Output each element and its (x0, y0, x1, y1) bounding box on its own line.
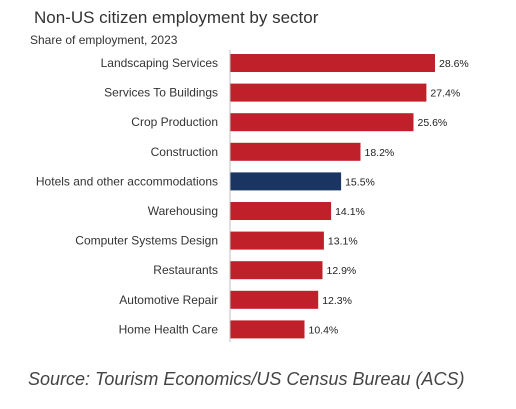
value-label: 10.4% (309, 324, 339, 336)
category-label: Landscaping Services (101, 56, 218, 70)
value-label: 15.5% (345, 176, 375, 188)
bar (230, 231, 324, 250)
value-label: 12.3% (322, 295, 352, 307)
category-label: Crop Production (131, 115, 218, 129)
chart-subtitle: Share of employment, 2023 (30, 33, 178, 47)
category-label: Home Health Care (119, 322, 219, 336)
value-label: 25.6% (418, 117, 448, 129)
category-label: Construction (151, 145, 218, 159)
value-label: 14.1% (335, 206, 365, 218)
category-label: Computer Systems Design (75, 234, 218, 248)
bar (230, 83, 427, 102)
category-label: Restaurants (153, 263, 218, 277)
source-note: Source: Tourism Economics/US Census Bure… (28, 369, 465, 389)
bar (230, 113, 414, 132)
bar (230, 172, 342, 191)
category-label: Hotels and other accommodations (36, 174, 218, 188)
bar (230, 202, 332, 220)
bar (230, 54, 435, 72)
bar (230, 261, 323, 280)
value-label: 18.2% (365, 147, 395, 159)
category-label: Automotive Repair (119, 293, 218, 307)
category-label: Warehousing (148, 204, 218, 218)
value-label: 28.6% (439, 58, 469, 70)
category-label: Services To Buildings (104, 86, 218, 100)
bar (230, 320, 305, 339)
value-label: 13.1% (328, 236, 358, 248)
value-label: 27.4% (430, 88, 460, 100)
value-label: 12.9% (327, 265, 357, 277)
bars-layer: Landscaping Services 28.6% Services To Bui… (36, 54, 469, 339)
chart-title: Non-US citizen employment by sector (34, 8, 319, 27)
bar (230, 290, 319, 309)
bar (230, 142, 361, 161)
